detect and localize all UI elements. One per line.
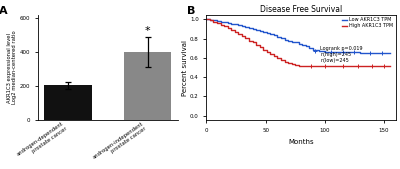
Text: Logrank p=0.019
n(high)=245
n(low)=245: Logrank p=0.019 n(high)=245 n(low)=245 xyxy=(320,46,362,63)
X-axis label: Months: Months xyxy=(288,139,314,145)
Bar xyxy=(44,86,92,120)
Text: B: B xyxy=(188,6,196,16)
Text: A: A xyxy=(0,6,7,16)
Title: Disease Free Survival: Disease Free Survival xyxy=(260,5,342,14)
Y-axis label: Percent survival: Percent survival xyxy=(182,40,188,95)
Text: *: * xyxy=(145,26,150,37)
Legend: Low AKR1C3 TPM, High AKR1C3 TPM: Low AKR1C3 TPM, High AKR1C3 TPM xyxy=(341,17,394,29)
Y-axis label: AKR1C3 expressional level
Log2 median-centered ratio: AKR1C3 expressional level Log2 median-ce… xyxy=(7,31,18,104)
Bar xyxy=(124,52,171,120)
